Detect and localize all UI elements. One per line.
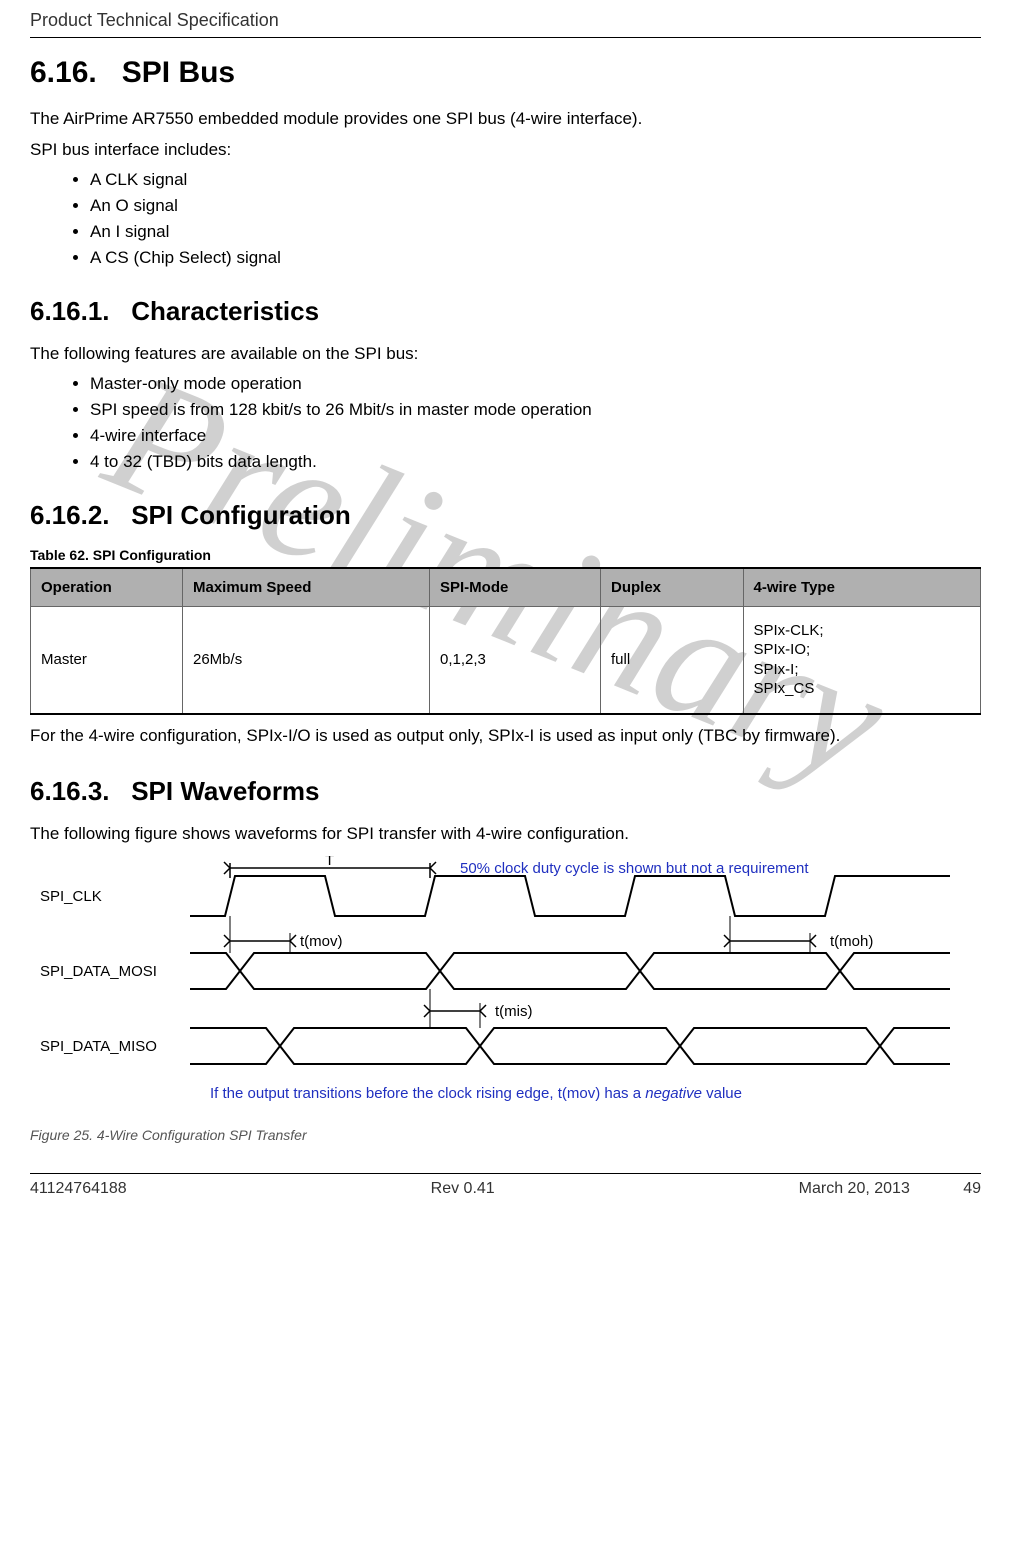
para-6-16-3-1: The following figure shows waveforms for… xyxy=(30,823,981,846)
td-max-speed: 26Mb/s xyxy=(183,606,430,714)
list-item: Master-only mode operation xyxy=(90,374,981,394)
heading-6-16-1: 6.16.1. Characteristics xyxy=(30,296,981,327)
heading-num: 6.16.3. xyxy=(30,776,110,806)
list-item: An O signal xyxy=(90,196,981,216)
para-6-16-1-1: The following features are available on … xyxy=(30,343,981,366)
heading-6-16-2: 6.16.2. SPI Configuration xyxy=(30,500,981,531)
para-6-16-1: The AirPrime AR7550 embedded module prov… xyxy=(30,108,981,131)
header-rule xyxy=(30,37,981,38)
td-spi-mode: 0,1,2,3 xyxy=(430,606,601,714)
heading-num: 6.16.1. xyxy=(30,296,110,326)
svg-text:SPI_CLK: SPI_CLK xyxy=(40,888,102,905)
heading-num: 6.16. xyxy=(30,56,97,89)
td-duplex: full xyxy=(601,606,744,714)
bullets-6-16-1: Master-only mode operation SPI speed is … xyxy=(90,374,981,472)
svg-text:T: T xyxy=(325,856,334,869)
table-header-row: Operation Maximum Speed SPI-Mode Duplex … xyxy=(31,568,981,607)
list-item: 4-wire interface xyxy=(90,426,981,446)
page-header: Product Technical Specification xyxy=(30,10,981,37)
svg-text:SPI_DATA_MOSI: SPI_DATA_MOSI xyxy=(40,963,157,980)
waveform-svg: SPI_CLK SPI_DATA_MOSI SPI_DATA_MISO T 50% cl… xyxy=(30,856,970,1116)
bullets-6-16: A CLK signal An O signal An I signal A C… xyxy=(90,170,981,268)
footer-left: 41124764188 xyxy=(30,1180,127,1198)
spi-waveform-diagram: SPI_CLK SPI_DATA_MOSI SPI_DATA_MISO T 50% cl… xyxy=(30,856,970,1121)
para-6-16-2-after: For the 4-wire configuration, SPIx-I/O i… xyxy=(30,725,981,748)
heading-num: 6.16.2. xyxy=(30,500,110,530)
table-caption-62: Table 62. SPI Configuration xyxy=(30,547,981,563)
heading-title: SPI Waveforms xyxy=(131,776,319,806)
heading-title: Characteristics xyxy=(131,296,319,326)
footer-page: 49 xyxy=(963,1180,981,1197)
svg-text:If the output transitions befo: If the output transitions before the clo… xyxy=(210,1085,742,1102)
svg-text:t(mov): t(mov) xyxy=(300,933,343,950)
td-4wire-type: SPIx-CLK; SPIx-IO; SPIx-I; SPIx_CS xyxy=(743,606,981,714)
spi-config-table: Operation Maximum Speed SPI-Mode Duplex … xyxy=(30,567,981,715)
footer-mid: Rev 0.41 xyxy=(431,1180,495,1198)
list-item: A CS (Chip Select) signal xyxy=(90,248,981,268)
th-max-speed: Maximum Speed xyxy=(183,568,430,607)
footer-right: March 20, 2013 49 xyxy=(799,1180,981,1198)
table-row: Master 26Mb/s 0,1,2,3 full SPIx-CLK; SPI… xyxy=(31,606,981,714)
footer-date: March 20, 2013 xyxy=(799,1180,910,1197)
heading-title: SPI Bus xyxy=(122,56,235,89)
th-operation: Operation xyxy=(31,568,183,607)
para-6-16-2: SPI bus interface includes: xyxy=(30,139,981,162)
svg-text:50% clock duty cycle is shown: 50% clock duty cycle is shown but not a … xyxy=(460,860,809,877)
th-4wire-type: 4-wire Type xyxy=(743,568,981,607)
svg-text:t(moh): t(moh) xyxy=(830,933,873,950)
list-item: 4 to 32 (TBD) bits data length. xyxy=(90,452,981,472)
heading-6-16-3: 6.16.3. SPI Waveforms xyxy=(30,776,981,807)
page-footer: 41124764188 Rev 0.41 March 20, 2013 49 xyxy=(30,1173,981,1198)
th-duplex: Duplex xyxy=(601,568,744,607)
heading-6-16: 6.16. SPI Bus xyxy=(30,56,981,90)
svg-text:SPI_DATA_MISO: SPI_DATA_MISO xyxy=(40,1038,157,1055)
heading-title: SPI Configuration xyxy=(131,500,351,530)
list-item: SPI speed is from 128 kbit/s to 26 Mbit/… xyxy=(90,400,981,420)
figure-caption-25: Figure 25. 4-Wire Configuration SPI Tran… xyxy=(30,1127,981,1143)
list-item: A CLK signal xyxy=(90,170,981,190)
td-operation: Master xyxy=(31,606,183,714)
list-item: An I signal xyxy=(90,222,981,242)
th-spi-mode: SPI-Mode xyxy=(430,568,601,607)
svg-text:t(mis): t(mis) xyxy=(495,1003,533,1020)
